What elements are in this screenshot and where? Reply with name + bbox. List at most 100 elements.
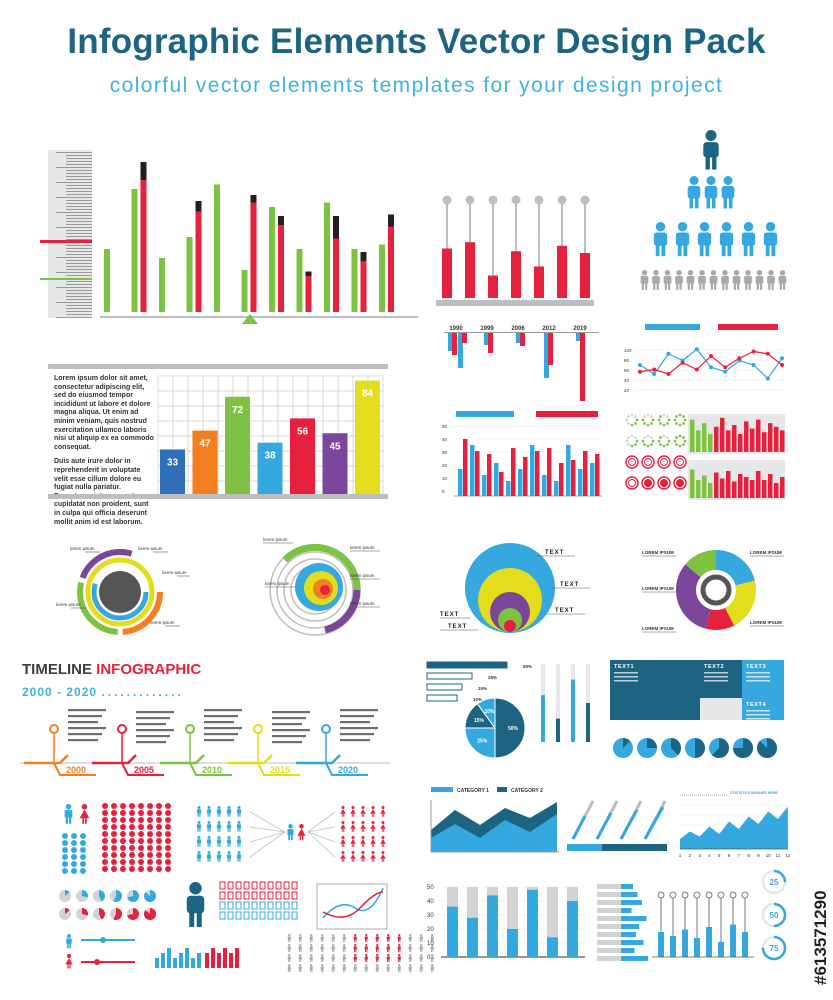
dot-icon xyxy=(683,439,687,443)
people-pyramid xyxy=(640,130,787,290)
hist-bar xyxy=(708,434,713,452)
pin-base xyxy=(436,300,594,306)
grid-cell xyxy=(157,435,174,452)
x-tick: 6 xyxy=(728,853,731,858)
grid-cell xyxy=(232,375,249,392)
dot xyxy=(102,810,108,816)
timeline-arrow xyxy=(296,754,341,765)
battery-icon xyxy=(227,901,234,910)
pin-bar xyxy=(534,266,544,298)
crowd-icon xyxy=(353,954,357,963)
dot xyxy=(156,831,162,837)
column-bar xyxy=(507,929,518,957)
green-bar xyxy=(379,244,385,312)
table-text-line xyxy=(746,710,770,712)
hist-bar xyxy=(744,477,749,498)
man-icon xyxy=(226,851,232,862)
crowd-icon xyxy=(298,944,302,953)
man-icon xyxy=(236,806,242,817)
pie-slice xyxy=(65,890,70,896)
dot xyxy=(156,866,162,872)
battery-icon xyxy=(267,901,274,910)
timeline-text-line xyxy=(68,727,106,730)
ruler-tick xyxy=(66,290,92,291)
dot-icon xyxy=(646,423,650,427)
link xyxy=(249,826,286,833)
hist-bar xyxy=(744,421,749,452)
ruler-tick xyxy=(66,251,92,252)
timeline-year: 2000 xyxy=(66,765,86,775)
battery-icon xyxy=(259,901,266,910)
y-tick: 60 xyxy=(624,368,630,373)
dot xyxy=(156,810,162,816)
link xyxy=(249,831,286,858)
hbar-fill xyxy=(621,924,639,929)
ruler-tick xyxy=(66,305,92,306)
table-text-line xyxy=(746,714,770,716)
diverging-bar xyxy=(484,333,489,345)
hist-bar xyxy=(780,430,785,452)
woman-icon xyxy=(350,851,356,862)
dot xyxy=(111,824,117,830)
dot-icon xyxy=(667,439,671,443)
lollipop-head xyxy=(681,891,689,899)
lollipop-bar xyxy=(706,927,712,957)
battery-icon xyxy=(251,891,258,900)
ruler-tick xyxy=(66,179,92,180)
lorem-label: lorem ipsum xyxy=(56,602,81,607)
ring-core xyxy=(644,458,652,466)
series-point xyxy=(666,372,671,376)
column-bg xyxy=(547,887,558,957)
timeline-text-line xyxy=(68,715,102,718)
ruler-tick xyxy=(66,173,92,174)
crowd-icon xyxy=(397,934,401,943)
dot xyxy=(102,852,108,858)
dot xyxy=(138,838,144,844)
lorem-label: LOREM IPSUM xyxy=(642,586,674,591)
grid-cell xyxy=(172,435,189,452)
bar-series-2 xyxy=(463,439,468,496)
dot xyxy=(111,852,117,858)
legend-swatch xyxy=(431,787,453,792)
mini-bar xyxy=(235,948,239,968)
crowd-icon xyxy=(320,964,324,973)
color-bar xyxy=(322,433,348,494)
y-tick: 0 xyxy=(442,489,445,494)
man-icon xyxy=(196,806,202,817)
bar-series-1 xyxy=(554,481,559,496)
woman-icon xyxy=(360,836,366,847)
dot xyxy=(129,824,135,830)
series-point xyxy=(709,354,713,358)
timeline-text-line xyxy=(340,739,370,742)
dot xyxy=(138,817,144,823)
ruler-tick xyxy=(66,230,92,231)
green-bar xyxy=(351,249,358,312)
dot xyxy=(129,866,135,872)
man-icon xyxy=(66,934,72,949)
crowd-icon xyxy=(430,944,434,953)
crowd-icon xyxy=(430,954,434,963)
dot-icon xyxy=(662,434,666,438)
dark-cap xyxy=(278,216,284,225)
ruler-tick xyxy=(66,188,92,189)
x-tick: 9 xyxy=(757,853,760,858)
crowd-icon xyxy=(386,954,390,963)
x-tick: 8 xyxy=(747,853,750,858)
member-icon xyxy=(640,270,649,290)
team-icon xyxy=(697,222,712,257)
woman-icon xyxy=(340,836,346,847)
man-icon xyxy=(206,806,212,817)
dot-icon xyxy=(675,443,678,446)
man-icon xyxy=(206,836,212,847)
lollipop-bar xyxy=(730,924,736,957)
lollipop-bar xyxy=(742,932,748,957)
legend-label: CATEGORY 1 xyxy=(457,788,489,794)
dot xyxy=(165,817,171,823)
progress-label: 15% xyxy=(478,686,487,691)
lollipop-head xyxy=(693,891,701,899)
bar-value: 47 xyxy=(199,439,211,450)
crowd-icon xyxy=(364,964,368,973)
dot-icon xyxy=(630,444,634,448)
crowd-icon xyxy=(364,954,368,963)
ring-value: 50 xyxy=(770,911,779,920)
